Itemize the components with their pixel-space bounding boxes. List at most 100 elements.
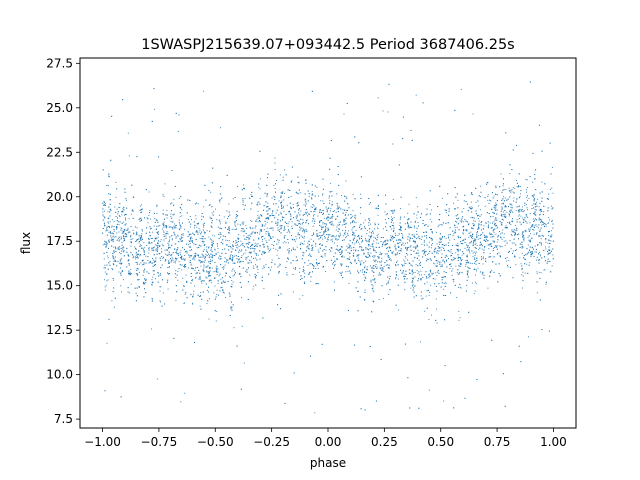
data-point bbox=[122, 247, 124, 249]
data-point bbox=[430, 269, 432, 271]
data-point bbox=[367, 254, 369, 256]
data-point bbox=[103, 222, 105, 224]
data-point bbox=[313, 214, 315, 216]
data-point bbox=[316, 233, 318, 235]
data-point bbox=[123, 251, 125, 253]
data-point bbox=[418, 259, 420, 261]
data-point bbox=[514, 256, 516, 258]
data-point bbox=[495, 246, 497, 248]
data-point bbox=[294, 240, 296, 242]
data-point bbox=[234, 222, 236, 224]
data-point bbox=[224, 261, 226, 263]
data-point bbox=[502, 229, 504, 231]
data-point bbox=[178, 197, 180, 199]
data-point bbox=[440, 242, 442, 244]
data-point bbox=[109, 221, 111, 223]
data-point bbox=[266, 221, 268, 223]
data-point bbox=[344, 195, 346, 197]
data-point bbox=[297, 181, 299, 183]
data-point bbox=[436, 308, 438, 310]
data-point bbox=[489, 222, 491, 224]
data-point bbox=[442, 244, 444, 246]
data-point bbox=[413, 296, 415, 298]
data-point bbox=[251, 232, 253, 234]
data-point bbox=[233, 327, 235, 329]
data-point bbox=[456, 248, 458, 250]
data-point bbox=[478, 224, 480, 226]
data-point bbox=[394, 244, 396, 246]
data-point bbox=[311, 190, 313, 192]
data-point bbox=[251, 202, 253, 204]
data-point bbox=[195, 218, 197, 220]
data-point bbox=[254, 252, 256, 254]
data-point bbox=[417, 221, 419, 223]
data-point bbox=[136, 232, 138, 234]
data-point bbox=[258, 186, 260, 188]
data-point bbox=[172, 260, 174, 262]
data-point bbox=[527, 236, 529, 238]
data-point bbox=[545, 248, 547, 250]
data-point bbox=[247, 242, 249, 244]
data-point bbox=[296, 216, 298, 218]
data-point bbox=[386, 239, 388, 241]
data-point bbox=[443, 249, 445, 251]
data-point bbox=[509, 266, 511, 268]
data-point bbox=[263, 251, 265, 253]
data-point bbox=[253, 250, 255, 252]
data-point bbox=[448, 236, 450, 238]
data-point bbox=[453, 258, 455, 260]
data-point bbox=[289, 232, 291, 234]
data-point bbox=[414, 220, 416, 222]
data-point bbox=[307, 242, 309, 244]
data-point bbox=[314, 220, 316, 222]
data-point bbox=[436, 249, 438, 251]
data-point bbox=[446, 266, 448, 268]
data-point bbox=[377, 97, 379, 99]
data-point bbox=[392, 237, 394, 239]
data-point bbox=[364, 271, 366, 273]
data-point bbox=[237, 215, 239, 217]
data-point bbox=[159, 290, 161, 292]
data-point bbox=[123, 249, 125, 251]
data-point bbox=[196, 223, 198, 225]
data-point bbox=[296, 220, 298, 222]
data-point bbox=[529, 240, 531, 242]
data-point bbox=[474, 262, 476, 264]
data-point bbox=[275, 212, 277, 214]
data-point bbox=[126, 229, 128, 231]
data-point bbox=[549, 249, 551, 251]
data-point bbox=[203, 222, 205, 224]
data-point bbox=[448, 244, 450, 246]
data-point bbox=[509, 221, 511, 223]
data-point bbox=[315, 209, 317, 211]
data-point bbox=[543, 211, 545, 213]
data-point bbox=[420, 278, 422, 280]
data-point bbox=[329, 210, 331, 212]
data-point bbox=[453, 233, 455, 235]
data-point bbox=[483, 225, 485, 227]
data-point bbox=[166, 210, 168, 212]
data-point bbox=[160, 267, 162, 269]
data-point bbox=[395, 249, 397, 251]
data-point bbox=[398, 164, 400, 166]
data-point bbox=[534, 225, 536, 227]
data-point bbox=[141, 211, 143, 213]
data-point bbox=[314, 208, 316, 210]
data-point bbox=[518, 238, 520, 240]
data-point bbox=[136, 254, 138, 256]
data-point bbox=[259, 188, 261, 190]
data-point bbox=[522, 275, 524, 277]
data-point bbox=[181, 215, 183, 217]
data-point bbox=[113, 230, 115, 232]
data-point bbox=[303, 237, 305, 239]
data-point bbox=[113, 255, 115, 257]
data-point bbox=[247, 244, 249, 246]
data-point bbox=[286, 231, 288, 233]
data-point bbox=[177, 235, 179, 237]
data-point bbox=[539, 251, 541, 253]
data-point bbox=[519, 196, 521, 198]
data-point bbox=[351, 221, 353, 223]
data-point bbox=[288, 221, 290, 223]
data-point bbox=[327, 207, 329, 209]
data-point bbox=[160, 259, 162, 261]
